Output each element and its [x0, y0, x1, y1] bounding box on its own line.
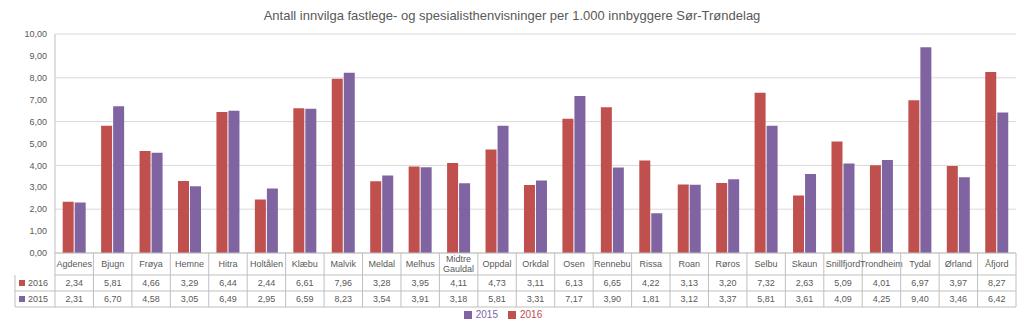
svg-text:4,73: 4,73: [488, 278, 506, 288]
svg-text:3,61: 3,61: [796, 294, 814, 304]
svg-text:3,95: 3,95: [411, 278, 429, 288]
html-text:2015: 2015: [475, 309, 498, 320]
svg-text:2016: 2016: [28, 278, 48, 288]
svg-text:6,49: 6,49: [219, 294, 237, 304]
svg-text:3,28: 3,28: [373, 278, 391, 288]
svg-text:3,20: 3,20: [719, 278, 737, 288]
svg-text:2,63: 2,63: [796, 278, 814, 288]
svg-text:3,13: 3,13: [680, 278, 698, 288]
svg-text:5,09: 5,09: [834, 278, 852, 288]
svg-text:Meldal: Meldal: [368, 259, 395, 269]
svg-text:5,81: 5,81: [104, 278, 122, 288]
svg-text:6,61: 6,61: [296, 278, 314, 288]
svg-text:Holtålen: Holtålen: [250, 259, 283, 269]
svg-text:3,97: 3,97: [950, 278, 968, 288]
svg-text:10,00: 10,00: [24, 29, 47, 39]
svg-text:4,22: 4,22: [642, 278, 660, 288]
svg-text:Bjugn: Bjugn: [101, 259, 124, 269]
svg-text:Malvik: Malvik: [331, 259, 357, 269]
svg-text:Oppdal: Oppdal: [483, 259, 512, 269]
svg-text:Selbu: Selbu: [755, 259, 778, 269]
svg-text:3,05: 3,05: [181, 294, 199, 304]
svg-text:6,65: 6,65: [604, 278, 622, 288]
svg-text:2,31: 2,31: [65, 294, 83, 304]
svg-text:Ørland: Ørland: [945, 259, 972, 269]
svg-text:Tydal: Tydal: [909, 259, 931, 269]
svg-text:0,00: 0,00: [29, 248, 47, 258]
svg-text:3,00: 3,00: [29, 182, 47, 192]
svg-text:2,44: 2,44: [258, 278, 276, 288]
svg-text:3,29: 3,29: [181, 278, 199, 288]
svg-text:Røros: Røros: [715, 259, 740, 269]
svg-text:7,96: 7,96: [335, 278, 353, 288]
svg-text:Skaun: Skaun: [792, 259, 818, 269]
svg-text:1,00: 1,00: [29, 226, 47, 236]
svg-text:3,46: 3,46: [950, 294, 968, 304]
svg-text:Trondheim: Trondheim: [860, 259, 903, 269]
svg-text:6,59: 6,59: [296, 294, 314, 304]
svg-text:Roan: Roan: [679, 259, 701, 269]
svg-text:Snillfjord: Snillfjord: [826, 259, 861, 269]
svg-text:Klæbu: Klæbu: [292, 259, 318, 269]
svg-text:7,32: 7,32: [757, 278, 775, 288]
svg-text:4,00: 4,00: [29, 161, 47, 171]
svg-text:2,00: 2,00: [29, 204, 47, 214]
html-text:2016: 2016: [520, 309, 543, 320]
svg-text:Frøya: Frøya: [139, 259, 163, 269]
svg-text:6,97: 6,97: [911, 278, 929, 288]
svg-text:5,81: 5,81: [757, 294, 775, 304]
svg-text:2,34: 2,34: [65, 278, 83, 288]
svg-text:Rissa: Rissa: [640, 259, 663, 269]
svg-text:6,42: 6,42: [988, 294, 1006, 304]
svg-text:3,37: 3,37: [719, 294, 737, 304]
svg-text:4,09: 4,09: [834, 294, 852, 304]
svg-text:Orkdal: Orkdal: [522, 259, 549, 269]
svg-text:6,44: 6,44: [219, 278, 237, 288]
svg-text:6,13: 6,13: [565, 278, 583, 288]
svg-text:3,90: 3,90: [604, 294, 622, 304]
svg-text:8,00: 8,00: [29, 73, 47, 83]
html-text:Antall innvilga fastlege- og s: Antall innvilga fastlege- og spesialisth…: [263, 8, 761, 23]
svg-text:Åfjord: Åfjord: [985, 259, 1009, 269]
svg-text:4,58: 4,58: [142, 294, 160, 304]
svg-text:3,91: 3,91: [411, 294, 429, 304]
svg-text:Hemne: Hemne: [175, 259, 204, 269]
svg-text:8,23: 8,23: [335, 294, 353, 304]
svg-text:4,11: 4,11: [450, 278, 467, 288]
svg-text:Osen: Osen: [563, 259, 585, 269]
svg-text:3,54: 3,54: [373, 294, 391, 304]
svg-text:5,81: 5,81: [488, 294, 506, 304]
svg-text:4,66: 4,66: [142, 278, 160, 288]
svg-text:6,70: 6,70: [104, 294, 122, 304]
svg-text:Rennebu: Rennebu: [594, 259, 631, 269]
svg-text:2015: 2015: [28, 294, 48, 304]
svg-text:7,00: 7,00: [29, 95, 47, 105]
svg-text:3,18: 3,18: [450, 294, 468, 304]
svg-text:2,95: 2,95: [258, 294, 276, 304]
svg-text:9,00: 9,00: [29, 51, 47, 61]
svg-text:9,40: 9,40: [911, 294, 929, 304]
svg-text:5,00: 5,00: [29, 139, 47, 149]
svg-text:7,17: 7,17: [565, 294, 583, 304]
svg-text:3,12: 3,12: [680, 294, 698, 304]
svg-text:Hitra: Hitra: [218, 259, 237, 269]
svg-text:1,81: 1,81: [642, 294, 660, 304]
svg-text:4,01: 4,01: [873, 278, 891, 288]
svg-text:3,31: 3,31: [527, 294, 545, 304]
svg-text:3,11: 3,11: [527, 278, 544, 288]
svg-text:4,25: 4,25: [873, 294, 891, 304]
svg-text:8,27: 8,27: [988, 278, 1006, 288]
svg-text:Melhus: Melhus: [406, 259, 436, 269]
svg-text:6,00: 6,00: [29, 117, 47, 127]
svg-text:MidtreGauldal: MidtreGauldal: [443, 254, 474, 274]
svg-text:Agdenes: Agdenes: [56, 259, 92, 269]
